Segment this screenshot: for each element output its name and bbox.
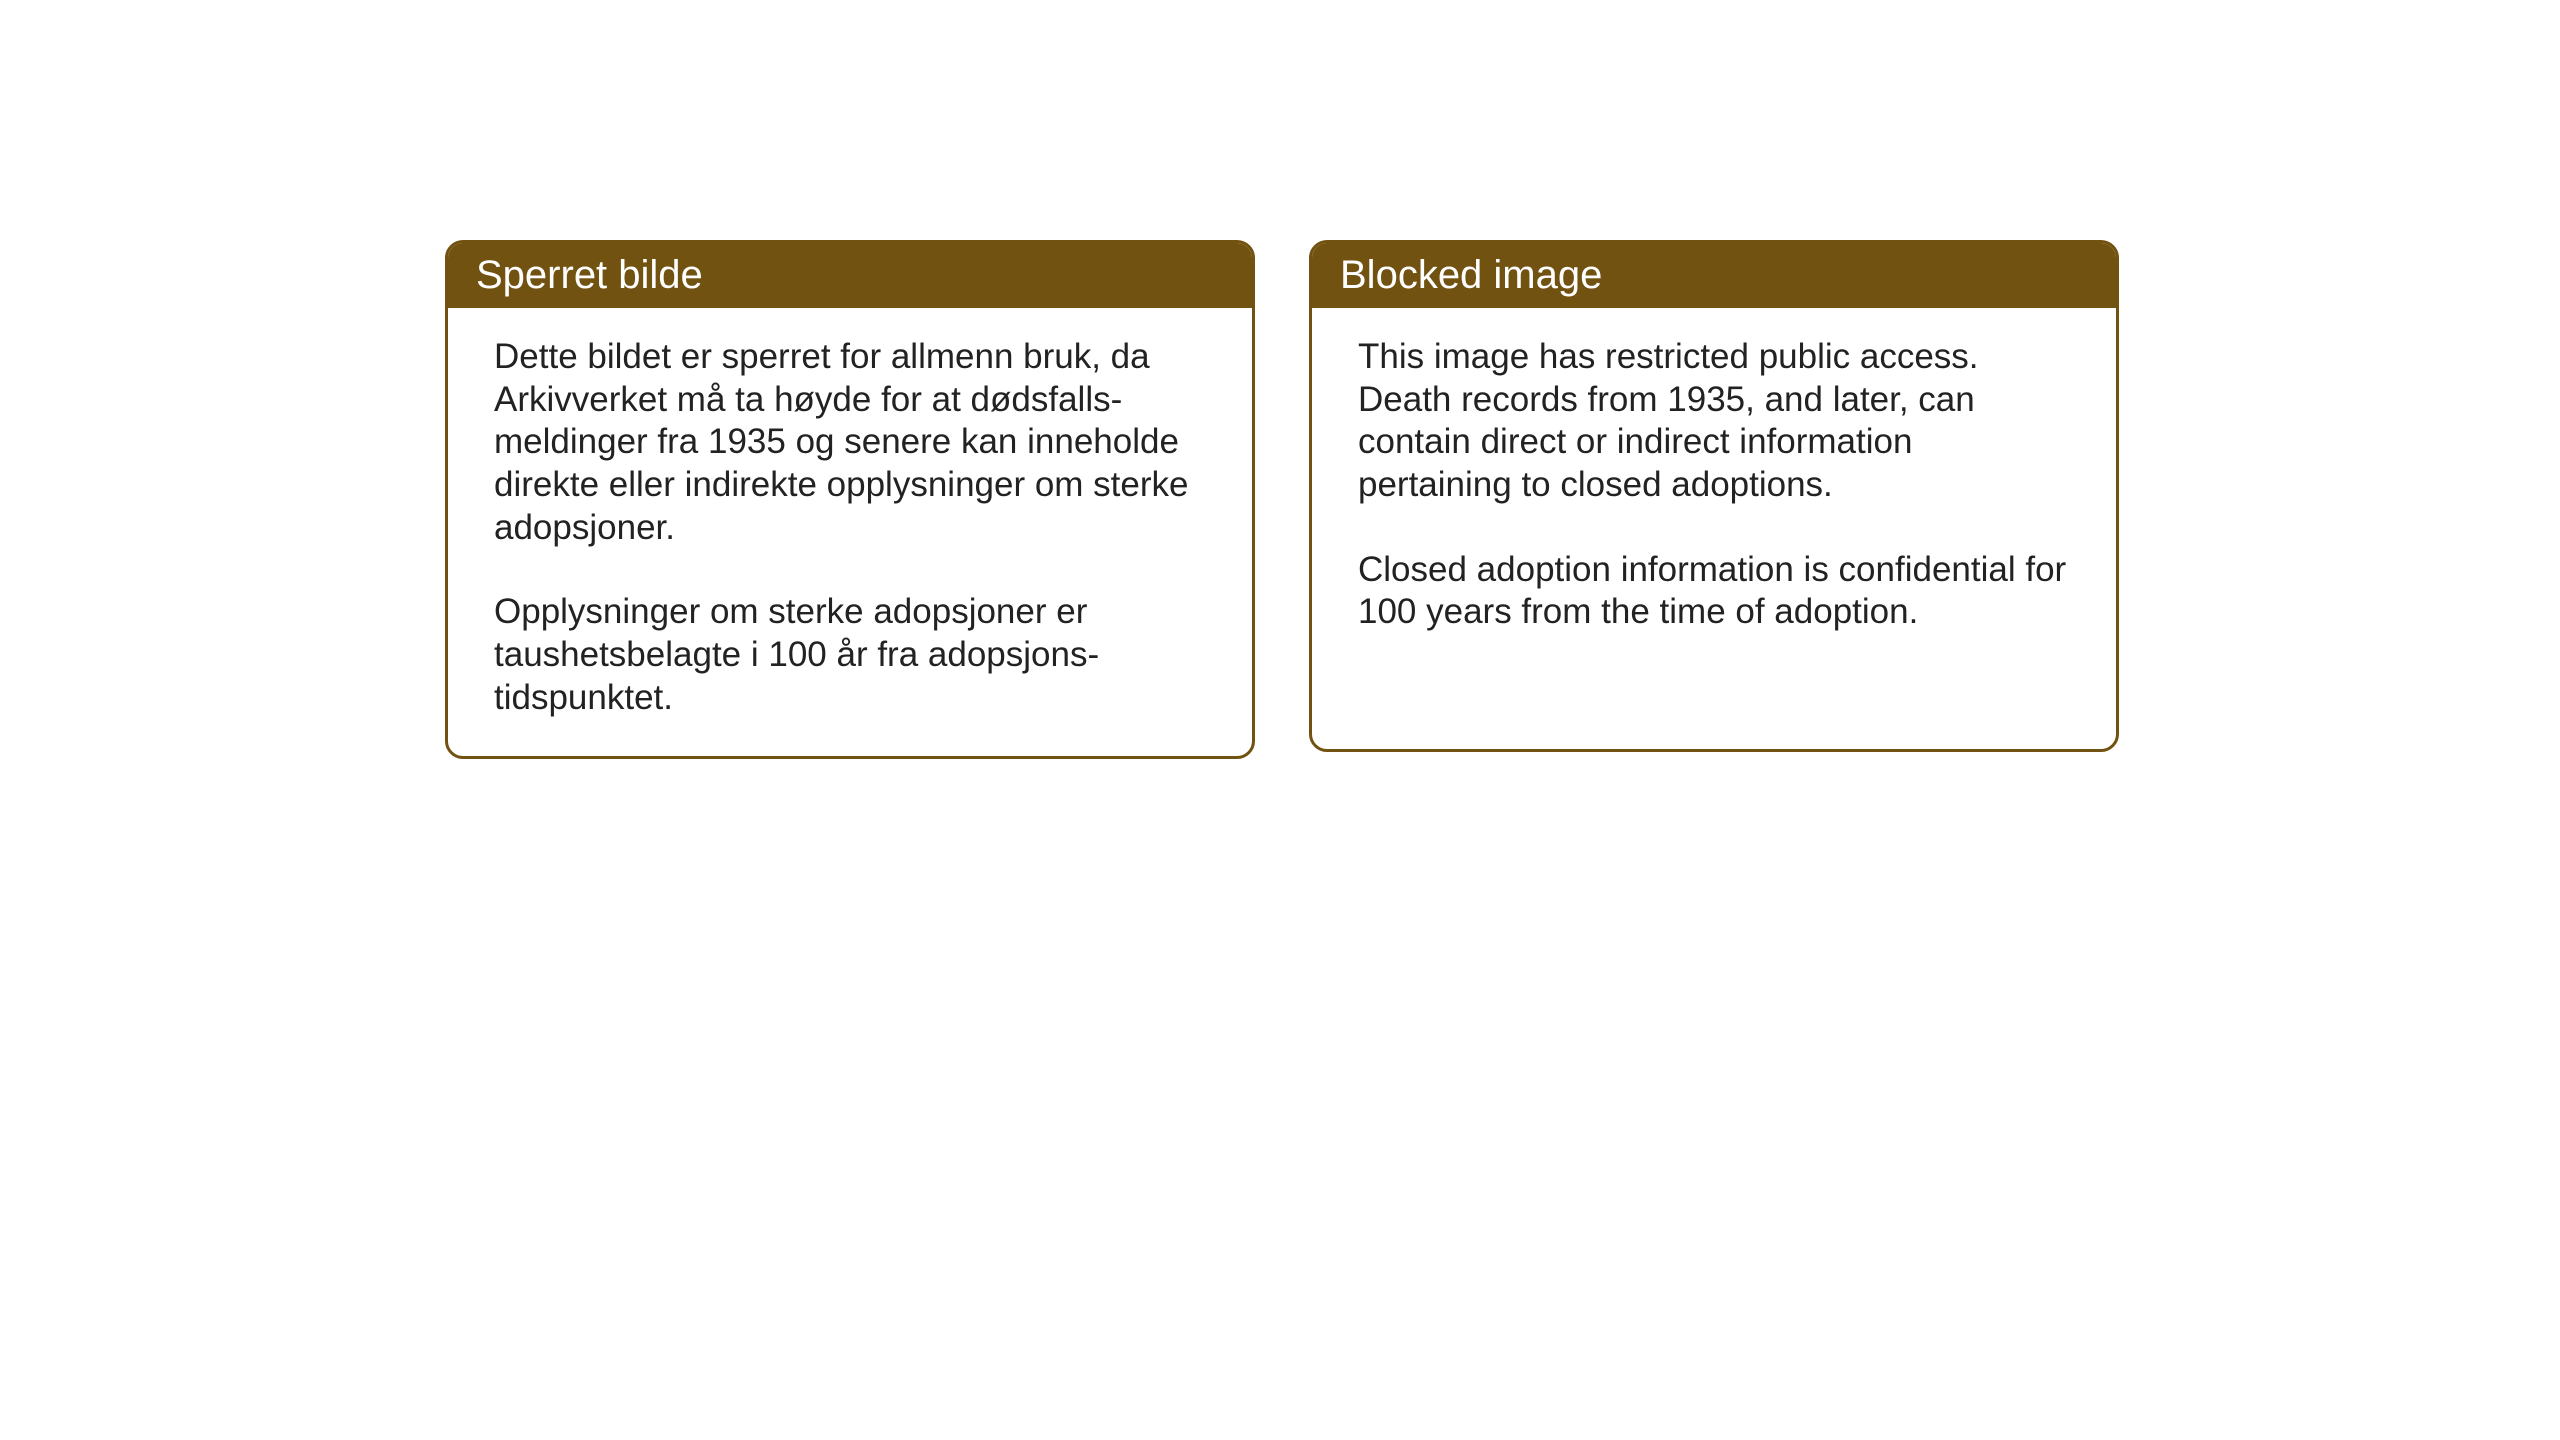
card-english-header: Blocked image [1312, 243, 2116, 308]
card-norwegian-header: Sperret bilde [448, 243, 1252, 308]
card-norwegian-body: Dette bildet er sperret for allmenn bruk… [448, 308, 1252, 756]
card-norwegian-paragraph-2: Opplysninger om sterke adopsjoner er tau… [494, 591, 1206, 719]
card-english: Blocked image This image has restricted … [1309, 240, 2119, 752]
notice-container: Sperret bilde Dette bildet er sperret fo… [445, 240, 2119, 759]
card-english-title: Blocked image [1340, 253, 1602, 297]
card-english-body: This image has restricted public access.… [1312, 308, 2116, 670]
card-norwegian-paragraph-1: Dette bildet er sperret for allmenn bruk… [494, 336, 1206, 549]
card-norwegian-title: Sperret bilde [476, 253, 703, 297]
card-norwegian: Sperret bilde Dette bildet er sperret fo… [445, 240, 1255, 759]
card-english-paragraph-1: This image has restricted public access.… [1358, 336, 2070, 507]
card-english-paragraph-2: Closed adoption information is confident… [1358, 549, 2070, 634]
